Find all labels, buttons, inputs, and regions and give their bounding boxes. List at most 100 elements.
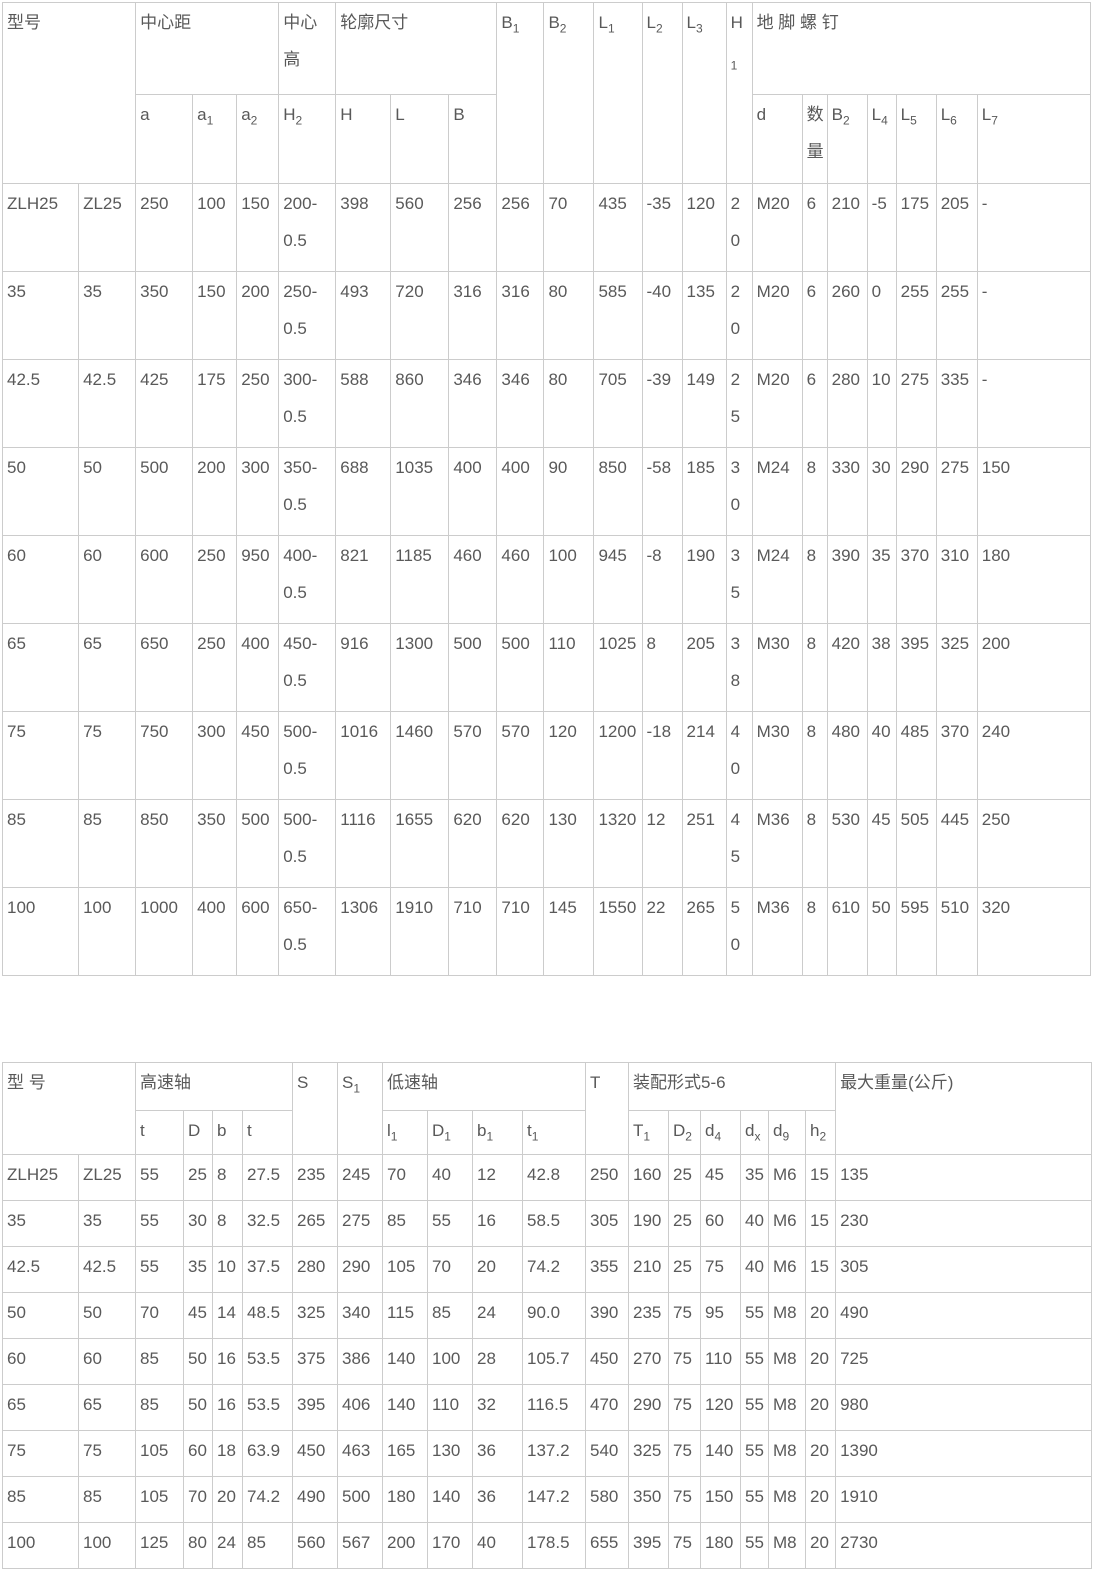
table-cell: 340 bbox=[337, 1292, 384, 1339]
table-cell: 200-0.5 bbox=[278, 183, 337, 272]
table-cell: 386 bbox=[337, 1338, 384, 1385]
table-cell: 50 bbox=[725, 887, 753, 976]
table-cell: 75 bbox=[78, 711, 137, 800]
table-cell: 350-0.5 bbox=[278, 447, 337, 536]
table-cell: 725 bbox=[835, 1338, 1093, 1385]
table-cell: 650 bbox=[135, 623, 194, 712]
table-cell: 425 bbox=[135, 359, 194, 448]
col-header-dx: dx bbox=[740, 1110, 770, 1155]
table-cell: 750 bbox=[135, 711, 194, 800]
table-cell: 100 bbox=[427, 1338, 474, 1385]
table-cell: 90 bbox=[543, 447, 595, 536]
table-cell: M8 bbox=[768, 1292, 807, 1339]
table-cell: 580 bbox=[585, 1476, 630, 1523]
table-cell: 390 bbox=[585, 1292, 630, 1339]
table-cell: 53.5 bbox=[242, 1384, 294, 1431]
table-cell: 346 bbox=[448, 359, 498, 448]
table-cell: 265 bbox=[681, 887, 727, 976]
table-cell: 50 bbox=[1, 447, 80, 536]
table-cell: 120 bbox=[700, 1384, 742, 1431]
table-cell: 110 bbox=[427, 1384, 474, 1431]
table-cell: 320 bbox=[976, 887, 1092, 976]
table-cell: 100 bbox=[543, 535, 595, 624]
table-cell: 50 bbox=[78, 447, 137, 536]
table-cell: 45 bbox=[866, 799, 897, 888]
table-cell: 100 bbox=[1, 887, 80, 976]
table-cell: 55 bbox=[740, 1338, 770, 1385]
table-cell: 710 bbox=[496, 887, 545, 976]
table-cell: 395 bbox=[628, 1522, 670, 1569]
table-cell: 235 bbox=[292, 1154, 339, 1201]
table-cell: 270 bbox=[628, 1338, 670, 1385]
table-row: 85 85 105 70 20 74.2 490 500 180 140 36 147.2 580 350… bbox=[2, 1476, 1093, 1523]
table-cell: 42.5 bbox=[77, 1246, 137, 1293]
table-cell: M36 bbox=[751, 887, 803, 976]
table-cell: 37.5 bbox=[242, 1246, 294, 1293]
table-cell: 1200 bbox=[593, 711, 643, 800]
table-cell: 255 bbox=[895, 271, 937, 360]
table-cell: -35 bbox=[641, 183, 683, 272]
table-cell: 135 bbox=[681, 271, 727, 360]
table-cell: 500-0.5 bbox=[278, 799, 337, 888]
table-cell: 420 bbox=[826, 623, 868, 712]
table-cell: 65 bbox=[1, 623, 80, 712]
table-cell: M8 bbox=[768, 1476, 807, 1523]
table-cell: 585 bbox=[593, 271, 643, 360]
table-cell: 147.2 bbox=[522, 1476, 587, 1523]
table-cell: 1025 bbox=[593, 623, 643, 712]
table-cell: 8 bbox=[801, 535, 828, 624]
table-cell: 63.9 bbox=[242, 1430, 294, 1477]
table-cell: 460 bbox=[496, 535, 545, 624]
table-cell: 55 bbox=[740, 1384, 770, 1431]
col-header-a2: a2 bbox=[236, 94, 280, 184]
col-header-L5: L5 bbox=[895, 94, 937, 184]
table-cell: 75 bbox=[668, 1384, 702, 1431]
table-cell: ZLH25 bbox=[1, 183, 80, 272]
group-header-anchor-bolts: 地 脚 螺 钉 bbox=[751, 2, 1092, 95]
table-cell: 330 bbox=[826, 447, 868, 536]
table-cell: 300 bbox=[236, 447, 280, 536]
table-cell: 70 bbox=[427, 1246, 474, 1293]
table-cell: 1655 bbox=[390, 799, 450, 888]
table-cell: 316 bbox=[448, 271, 498, 360]
table-row: 60 60 600 250 950 400-0.5 821 1185 460 460 100 945-… bbox=[1, 535, 1092, 624]
table-cell: 290 bbox=[337, 1246, 384, 1293]
table-cell: 55 bbox=[135, 1246, 185, 1293]
table-cell: 135 bbox=[835, 1154, 1093, 1201]
table-cell: 710 bbox=[448, 887, 498, 976]
table-cell: 58.5 bbox=[522, 1200, 587, 1247]
table-row: 35 35 55 30 8 32.5 265 275 85 55 16 58.5 305 190 25 60 4… bbox=[2, 1200, 1093, 1247]
table-cell: 15 bbox=[805, 1154, 837, 1201]
table-cell: 445 bbox=[935, 799, 978, 888]
table-cell: 40 bbox=[472, 1522, 524, 1569]
table-cell: 105 bbox=[135, 1476, 185, 1523]
table-row: 75 75 750 300 450 500-0.5 1016 1460 570 570 120 120… bbox=[1, 711, 1092, 800]
table-cell: 275 bbox=[337, 1200, 384, 1247]
table-cell: 485 bbox=[895, 711, 937, 800]
table-cell: 595 bbox=[895, 887, 937, 976]
table-cell: 25 bbox=[668, 1154, 702, 1201]
table-cell: M8 bbox=[768, 1430, 807, 1477]
col-header-d9: d9 bbox=[768, 1110, 807, 1155]
table-cell: M8 bbox=[768, 1338, 807, 1385]
table-cell: 540 bbox=[585, 1430, 630, 1477]
table-cell: 8 bbox=[801, 799, 828, 888]
table-cell: 275 bbox=[935, 447, 978, 536]
table-cell: 25 bbox=[668, 1200, 702, 1247]
table-cell: 20 bbox=[805, 1338, 837, 1385]
table-cell: 375 bbox=[292, 1338, 339, 1385]
table-cell: 560 bbox=[292, 1522, 339, 1569]
table-cell: 250 bbox=[135, 183, 194, 272]
table-cell: 256 bbox=[448, 183, 498, 272]
col-header-D1: D1 bbox=[427, 1110, 474, 1155]
table-cell: 35 bbox=[1, 271, 80, 360]
table-cell: 60 bbox=[78, 535, 137, 624]
table-cell: M24 bbox=[751, 535, 803, 624]
table-cell: 916 bbox=[335, 623, 392, 712]
table-cell: 398 bbox=[335, 183, 392, 272]
table-cell: 75 bbox=[1, 711, 80, 800]
table-cell: M30 bbox=[751, 711, 803, 800]
table-cell: 570 bbox=[496, 711, 545, 800]
table-cell: 36 bbox=[472, 1476, 524, 1523]
table-cell: 250 bbox=[236, 359, 280, 448]
